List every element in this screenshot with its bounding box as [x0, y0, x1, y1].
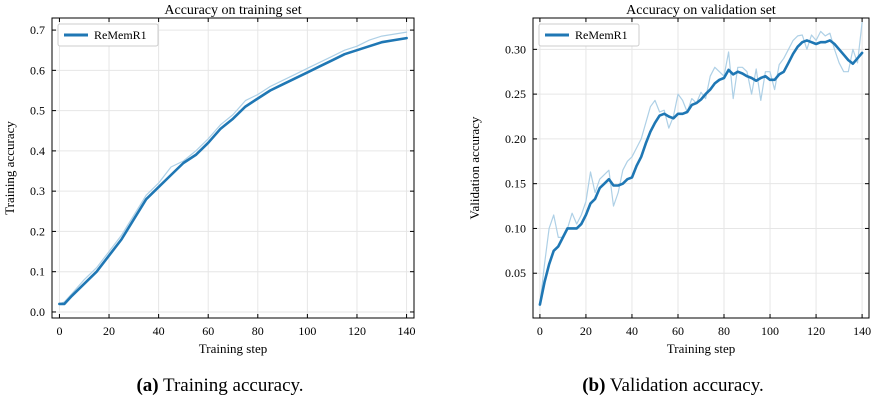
y-tick-label: 0.0 — [30, 305, 45, 319]
axes-frame — [51, 17, 415, 319]
legend: ReMemR1 — [538, 23, 640, 47]
axes-frame — [532, 17, 870, 319]
x-tick-label: 40 — [626, 324, 638, 338]
x-tick-label: 60 — [202, 324, 214, 338]
y-tick-label: 0.5 — [30, 104, 45, 118]
y-tick-label: 0.15 — [505, 177, 526, 191]
tick-marks: 0 20 40 60 80 100 120 140 0.0 0.1 0.2 0.3 0.4 0.5 0.6 0… — [30, 18, 416, 338]
caption-text: Validation accuracy. — [609, 375, 764, 396]
x-tick-label: 60 — [672, 324, 684, 338]
x-tick-label: 40 — [153, 324, 165, 338]
chart-title: Accuracy on training set — [164, 3, 301, 18]
legend: ReMemR1 — [57, 23, 159, 47]
legend-label: ReMemR1 — [575, 28, 628, 42]
legend-box — [57, 23, 159, 47]
x-tick-label: 120 — [348, 324, 366, 338]
legend-label: ReMemR1 — [94, 28, 147, 42]
x-tick-label: 80 — [718, 324, 730, 338]
grid-lines — [533, 18, 869, 318]
y-tick-label: 0.20 — [505, 132, 526, 146]
series-group — [58, 31, 408, 306]
y-tick-label: 0.05 — [505, 266, 526, 280]
series-line-smoothed — [538, 39, 864, 306]
plot-frame — [51, 17, 415, 319]
series-line-raw — [539, 21, 863, 306]
series-line-raw — [58, 31, 408, 305]
y-tick-label: 0.10 — [505, 221, 526, 235]
figure-panel-a: 0 20 40 60 80 100 120 140 0.0 0.1 0.2 0.3 0.4 0.5 0.6 0… — [0, 0, 440, 410]
y-tick-label: 0.4 — [30, 144, 45, 158]
figure-caption: (b) Validation accuracy. — [453, 375, 893, 397]
legend-box — [538, 23, 640, 47]
grid-lines — [52, 18, 414, 318]
y-tick-label: 0.2 — [30, 224, 45, 238]
x-tick-label: 0 — [537, 324, 543, 338]
y-tick-label: 0.25 — [505, 87, 526, 101]
x-tick-label: 20 — [103, 324, 115, 338]
x-tick-label: 120 — [807, 324, 825, 338]
x-axis-label: Training step — [667, 341, 736, 356]
series-group — [538, 21, 864, 306]
caption-text: Training accuracy. — [163, 375, 304, 396]
x-tick-label: 100 — [298, 324, 316, 338]
y-tick-label: 0.1 — [30, 265, 45, 279]
caption-tag: (b) — [582, 375, 606, 396]
tick-marks: 0 20 40 60 80 100 120 140 0.05 0.10 0.15 0.20 0.25 0.… — [505, 18, 871, 338]
figure-caption: (a) Training accuracy. — [0, 375, 440, 397]
y-tick-label: 0.3 — [30, 184, 45, 198]
y-tick-label: 0.6 — [30, 63, 45, 77]
y-axis-label: Training accuracy — [2, 121, 17, 215]
y-tick-label: 0.30 — [505, 42, 526, 56]
y-tick-label: 0.7 — [30, 23, 45, 37]
x-tick-label: 20 — [580, 324, 592, 338]
x-tick-label: 0 — [56, 324, 62, 338]
plot-frame — [532, 17, 870, 319]
training-accuracy-chart: 0 20 40 60 80 100 120 140 0.0 0.1 0.2 0.3 0.4 0.5 0.6 0… — [2, 3, 416, 356]
chart-title: Accuracy on validation set — [626, 3, 776, 18]
x-tick-label: 140 — [398, 324, 416, 338]
x-tick-label: 100 — [761, 324, 779, 338]
x-axis-label: Training step — [199, 341, 268, 356]
series-line-smoothed — [58, 36, 408, 306]
x-tick-label: 140 — [853, 324, 871, 338]
y-axis-label: Validation accuracy — [467, 116, 482, 219]
validation-accuracy-chart: 0 20 40 60 80 100 120 140 0.05 0.10 0.15 0.20 0.25 0.… — [467, 3, 871, 356]
caption-tag: (a) — [136, 375, 159, 396]
x-tick-label: 80 — [252, 324, 264, 338]
figure-panel-b: 0 20 40 60 80 100 120 140 0.05 0.10 0.15 0.20 0.25 0.… — [453, 0, 893, 410]
